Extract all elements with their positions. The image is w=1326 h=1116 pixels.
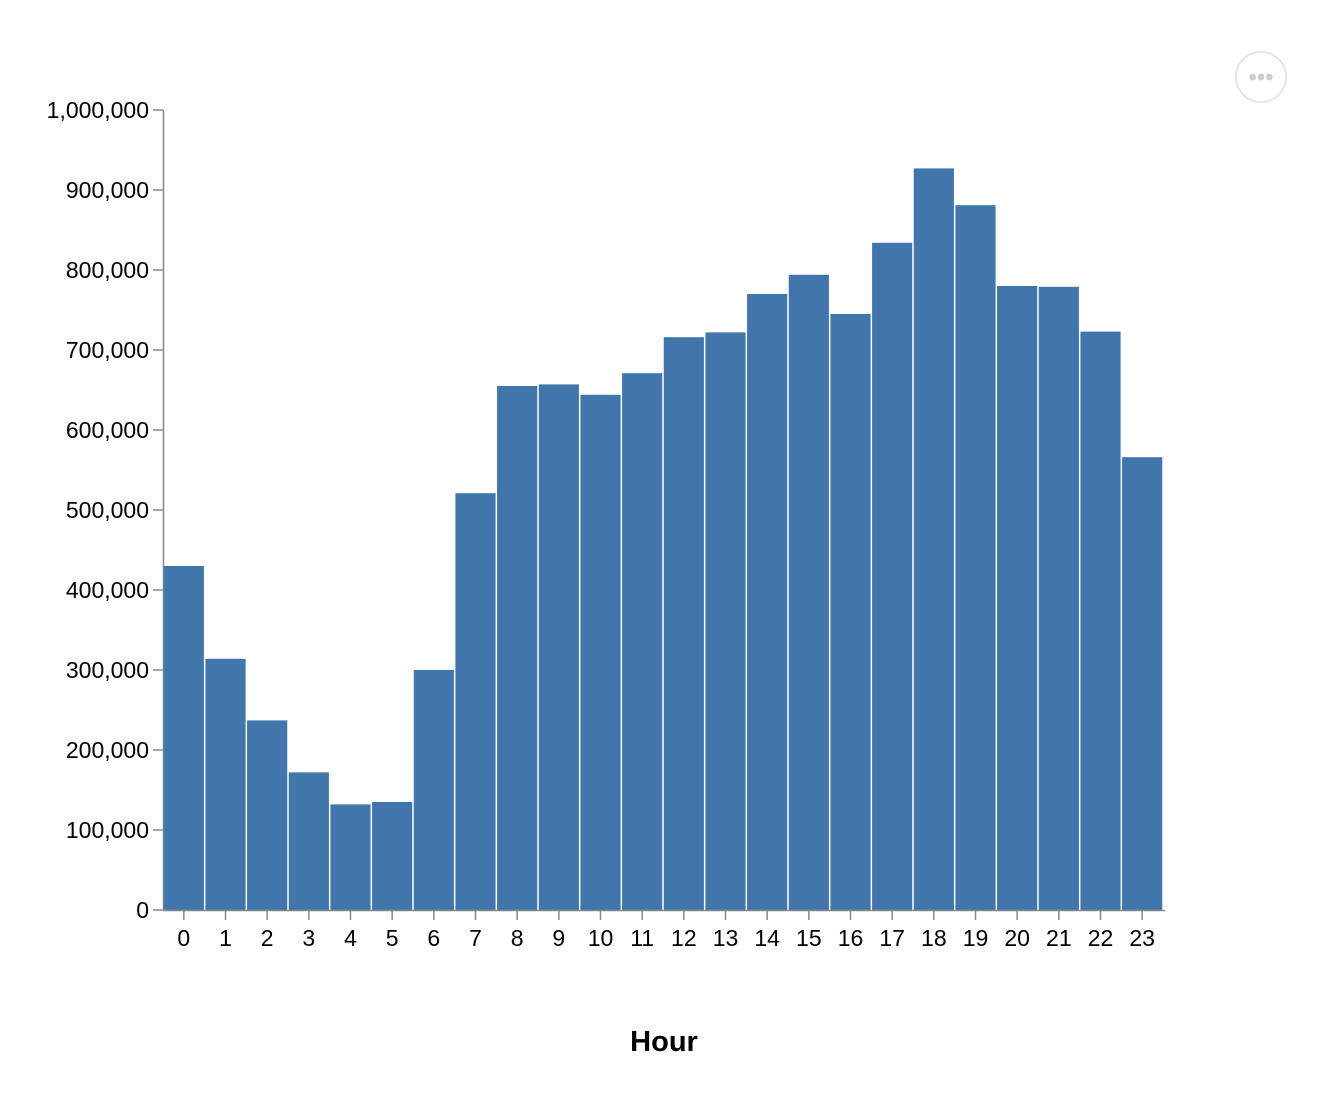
bar-hour-23[interactable] [1122, 457, 1163, 910]
x-tick-label: 15 [796, 925, 822, 951]
x-tick-label: 21 [1046, 925, 1072, 951]
bar-hour-10[interactable] [580, 394, 621, 910]
x-tick-label: 9 [552, 925, 565, 951]
bar-hour-22[interactable] [1080, 331, 1121, 911]
x-tick-label: 0 [177, 925, 190, 951]
x-tick-label: 18 [921, 925, 947, 951]
x-tick-label: 8 [511, 925, 524, 951]
y-axis: 0 100,000 200,000 300,000 400,000 500,000 600,… [47, 97, 165, 923]
bar-hour-15[interactable] [788, 274, 829, 910]
bar-hour-3[interactable] [288, 772, 329, 910]
bars [163, 168, 1163, 911]
more-horizontal-icon [1249, 73, 1273, 81]
x-tick-label: 2 [261, 925, 274, 951]
bar-hour-19[interactable] [955, 205, 996, 910]
bar-hour-1[interactable] [205, 658, 246, 910]
x-tick-label: 10 [588, 925, 614, 951]
x-tick-label: 17 [879, 925, 905, 951]
y-tick-label: 200,000 [66, 737, 149, 763]
bar-hour-0[interactable] [163, 566, 204, 910]
x-tick-label: 1 [219, 925, 232, 951]
x-tick-label: 6 [427, 925, 440, 951]
bar-hour-13[interactable] [705, 332, 746, 910]
x-tick-label: 12 [671, 925, 697, 951]
bar-hour-11[interactable] [622, 373, 663, 910]
y-tick-label: 800,000 [66, 257, 149, 283]
bar-hour-9[interactable] [538, 384, 579, 910]
y-tick-label: 400,000 [66, 577, 149, 603]
x-tick-label: 23 [1129, 925, 1155, 951]
x-tick-label: 14 [754, 925, 780, 951]
actions-menu-button[interactable] [1235, 51, 1287, 103]
y-tick-label: 1,000,000 [47, 97, 149, 123]
x-tick-label: 4 [344, 925, 357, 951]
bar-hour-21[interactable] [1038, 286, 1079, 910]
y-tick-label: 0 [136, 897, 149, 923]
y-tick-label: 700,000 [66, 337, 149, 363]
x-tick-label: 3 [302, 925, 315, 951]
x-tick-label: 11 [630, 925, 654, 951]
bar-hour-20[interactable] [997, 286, 1038, 910]
bar-hour-2[interactable] [247, 720, 288, 910]
x-tick-label: 13 [713, 925, 739, 951]
bar-hour-14[interactable] [747, 294, 788, 910]
x-tick-label: 16 [838, 925, 864, 951]
x-axis: 0 1 2 3 4 5 6 7 8 9 10 11 12 13 14 15 16 17 18 19 20 21 22 23 [163, 909, 1165, 951]
bar-hour-7[interactable] [455, 493, 496, 910]
bar-hour-6[interactable] [413, 670, 454, 910]
y-tick-label: 100,000 [66, 817, 149, 843]
bar-hour-16[interactable] [830, 314, 871, 910]
bar-hour-17[interactable] [872, 242, 913, 911]
y-tick-label: 300,000 [66, 657, 149, 683]
y-tick-label: 500,000 [66, 497, 149, 523]
bar-hour-4[interactable] [330, 804, 371, 910]
bar-hour-12[interactable] [663, 337, 704, 910]
y-tick-label: 900,000 [66, 177, 149, 203]
y-tick-label: 600,000 [66, 417, 149, 443]
x-tick-label: 20 [1004, 925, 1030, 951]
x-axis-title: Hour [630, 1026, 698, 1058]
x-tick-label: 7 [469, 925, 482, 951]
x-tick-label: 22 [1088, 925, 1114, 951]
bar-hour-8[interactable] [497, 386, 538, 910]
bar-hour-5[interactable] [372, 802, 413, 910]
x-tick-label: 5 [386, 925, 399, 951]
bar-hour-18[interactable] [913, 168, 954, 910]
x-tick-label: 19 [963, 925, 989, 951]
